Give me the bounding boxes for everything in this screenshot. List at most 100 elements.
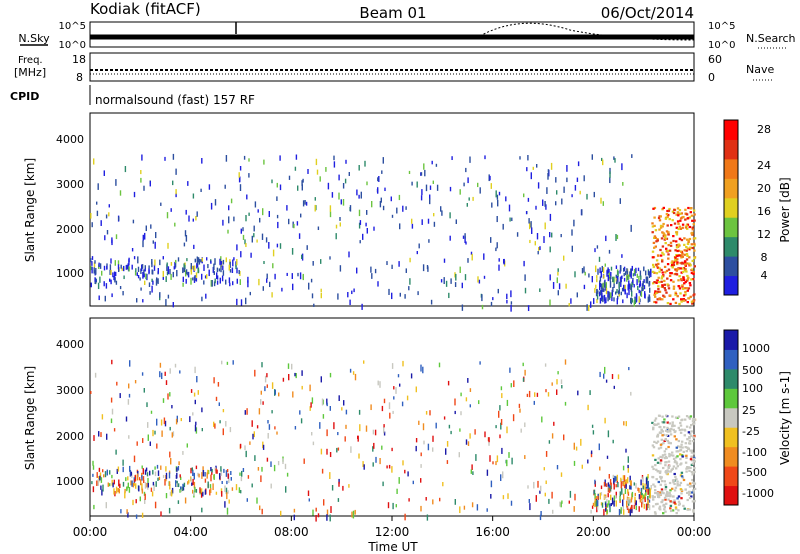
- scatter-point: [688, 508, 692, 511]
- scatter-point: [609, 479, 612, 485]
- scatter-point: [443, 258, 446, 263]
- scatter-point: [523, 193, 525, 198]
- scatter-point: [147, 477, 149, 483]
- scatter-point: [672, 495, 675, 498]
- scatter-point: [225, 155, 228, 162]
- scatter-point: [236, 244, 238, 251]
- scatter-point: [684, 299, 687, 302]
- scatter-point: [218, 268, 221, 272]
- scatter-point: [579, 190, 581, 195]
- scatter-point: [651, 496, 655, 499]
- scatter-point: [218, 402, 220, 407]
- scatter-point: [91, 481, 93, 485]
- scatter-point: [666, 249, 669, 252]
- scatter-point: [691, 481, 695, 484]
- scatter-point: [682, 450, 685, 453]
- scatter-point: [685, 450, 688, 453]
- scatter-point: [667, 465, 670, 468]
- scatter-point: [295, 373, 297, 379]
- scatter-point: [381, 445, 383, 450]
- scatter-point: [107, 482, 109, 487]
- scatter-point: [623, 277, 626, 282]
- scatter-point: [634, 298, 636, 305]
- scatter-point: [668, 491, 671, 495]
- scatter-point: [209, 484, 212, 489]
- scatter-point: [295, 154, 298, 160]
- scatter-point: [288, 374, 290, 381]
- scatter-point: [391, 466, 393, 473]
- scatter-point: [468, 197, 470, 201]
- scatter-point: [422, 366, 424, 374]
- scatter-point: [195, 272, 198, 278]
- scatter-point: [552, 509, 554, 514]
- scatter-point: [399, 383, 401, 387]
- scatter-point: [239, 472, 241, 476]
- scatter-point: [225, 257, 227, 263]
- scatter-point: [689, 295, 692, 298]
- scatter-point: [92, 460, 94, 466]
- scatter-point: [669, 279, 673, 282]
- scatter-point: [668, 452, 671, 456]
- scatter-point: [666, 302, 670, 305]
- scatter-point: [656, 461, 660, 464]
- velocity-ytick-2000: 2000: [56, 430, 84, 443]
- scatter-point: [220, 256, 222, 264]
- scatter-point: [310, 402, 312, 408]
- scatter-point: [640, 499, 642, 503]
- scatter-point: [506, 293, 508, 300]
- scatter-point: [607, 290, 609, 298]
- scatter-point: [174, 261, 177, 268]
- scatter-point: [539, 490, 541, 494]
- scatter-point: [665, 269, 669, 272]
- scatter-point: [630, 224, 632, 232]
- scatter-point: [262, 444, 265, 450]
- scatter-point: [377, 380, 379, 386]
- scatter-point: [101, 414, 104, 420]
- colorbar-cell: [724, 427, 738, 448]
- scatter-point: [506, 300, 508, 304]
- scatter-point: [537, 251, 539, 255]
- scatter-point: [593, 489, 596, 495]
- scatter-point: [630, 497, 633, 503]
- scatter-point: [506, 426, 508, 434]
- scatter-point: [608, 249, 611, 254]
- scatter-point: [508, 204, 511, 212]
- scatter-point: [664, 217, 668, 220]
- scatter-point: [533, 481, 535, 489]
- scatter-point: [132, 482, 135, 488]
- scatter-point: [142, 234, 144, 241]
- scatter-point: [620, 481, 622, 489]
- scatter-point: [605, 282, 607, 289]
- scatter-point: [93, 158, 95, 165]
- scatter-point: [643, 279, 645, 283]
- scatter-point: [630, 297, 632, 304]
- scatter-point: [670, 272, 673, 275]
- scatter-point: [127, 399, 130, 405]
- scatter-point: [632, 273, 635, 277]
- scatter-point: [114, 260, 116, 266]
- scatter-point: [552, 282, 555, 289]
- scatter-point: [171, 432, 173, 438]
- scatter-point: [666, 224, 669, 227]
- scatter-point: [657, 216, 661, 220]
- scatter-point: [661, 430, 664, 433]
- scatter-point: [481, 304, 484, 310]
- scatter-point: [117, 488, 119, 493]
- scatter-point: [684, 218, 687, 221]
- scatter-point: [154, 471, 157, 477]
- scatter-point: [693, 487, 697, 490]
- scatter-point: [657, 262, 660, 265]
- scatter-point: [675, 231, 678, 234]
- scatter-point: [673, 489, 677, 492]
- scatter-point: [162, 474, 165, 478]
- scatter-point: [210, 474, 212, 482]
- scatter-point: [684, 261, 687, 264]
- scatter-point: [643, 494, 645, 499]
- scatter-point: [356, 189, 358, 196]
- scatter-point: [195, 216, 197, 221]
- scatter-point: [594, 288, 596, 293]
- scatter-point: [577, 161, 580, 167]
- scatter-point: [681, 455, 684, 458]
- scatter-point: [192, 478, 194, 486]
- scatter-point: [148, 265, 150, 269]
